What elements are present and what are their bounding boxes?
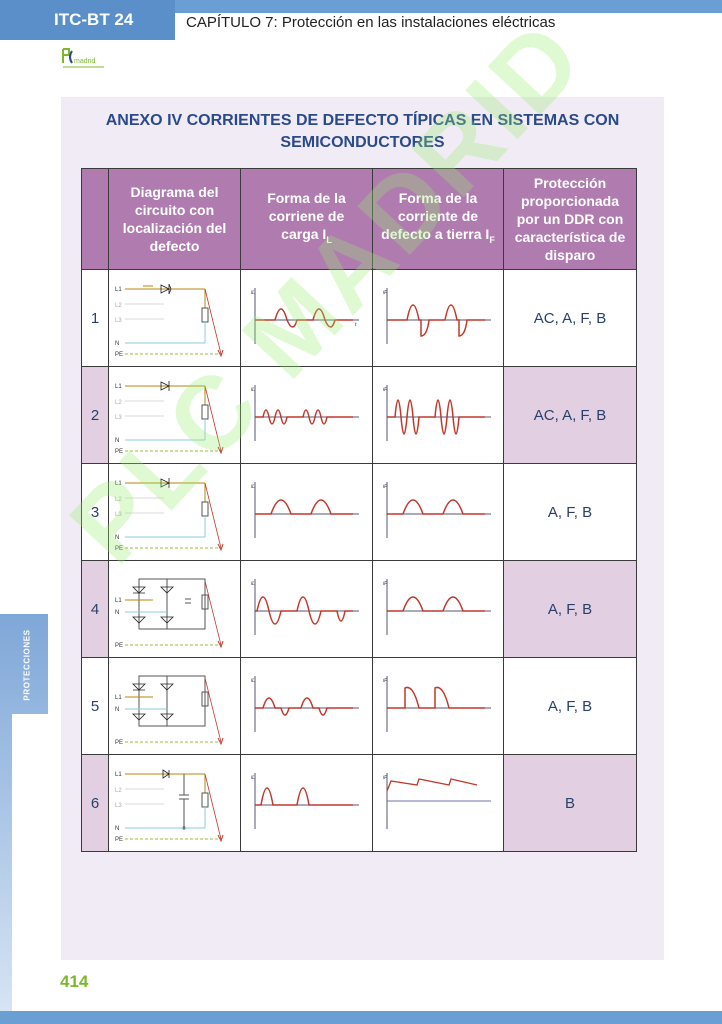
svg-text:L1: L1 (115, 384, 122, 390)
load-current-waveform: iL (240, 754, 373, 852)
load-current-waveform: iL (240, 366, 373, 464)
load-current-waveform: iL (240, 560, 373, 658)
header-number (81, 168, 109, 270)
circuit-diagram: L1 L2 L3 N PE (108, 754, 241, 852)
svg-text:iF: iF (383, 775, 388, 781)
fault-current-waveform: iF (372, 560, 504, 658)
standard-code: ITC-BT 24 (0, 0, 175, 40)
svg-text:L3: L3 (115, 318, 122, 324)
plc-madrid-logo: madrid (62, 48, 104, 68)
svg-text:L1: L1 (115, 772, 122, 778)
svg-text:L2: L2 (115, 788, 122, 794)
footer-band (0, 1011, 722, 1024)
svg-text:L2: L2 (115, 400, 122, 406)
row-number: 5 (81, 657, 109, 755)
svg-text:L2: L2 (115, 497, 122, 503)
circuit-diagram: L1 L2 L3 N PE (108, 269, 241, 367)
svg-text:t: t (355, 322, 357, 328)
load-current-waveform: iL t (240, 269, 373, 367)
row-number: 6 (81, 754, 109, 852)
fault-current-waveform: iF (372, 366, 504, 464)
svg-text:L1: L1 (115, 287, 122, 293)
diode-icon (162, 769, 170, 779)
svg-text:iL: iL (251, 775, 255, 781)
svg-text:PE: PE (115, 837, 123, 843)
svg-text:L1: L1 (115, 481, 122, 487)
annex-title: ANEXO IV CORRIENTES DE DEFECTO TÍPICAS E… (105, 112, 620, 151)
chapter-title: CAPÍTULO 7: Protección en las instalacio… (186, 14, 556, 31)
circuit-diagram: L1 L2 L3 N PE (108, 463, 241, 561)
diode-icon (132, 586, 146, 594)
sidebar-stripe (12, 714, 48, 1024)
svg-text:L3: L3 (115, 803, 122, 809)
table-row: 6 L1 L2 L3 N PE (81, 754, 637, 852)
table-row: 1 L1 L2 L3 N PE (81, 269, 637, 367)
thyristor-icon (160, 284, 170, 294)
svg-text:PE: PE (115, 643, 123, 649)
table-row: 4 L1 N PE (81, 560, 637, 658)
table-row: 2 L1 L2 L3 N PE (81, 366, 637, 464)
row-number: 1 (81, 269, 109, 367)
svg-text:N: N (115, 826, 119, 832)
svg-text:iL: iL (251, 581, 255, 587)
svg-text:iF: iF (383, 678, 388, 684)
logo-text: madrid (74, 58, 96, 65)
header-fault: Forma de la corriente de defecto a tierr… (372, 168, 504, 270)
circuit-diagram: L1 L2 L3 N PE (108, 366, 241, 464)
header-diagram: Diagrama del circuito con localización d… (108, 168, 241, 270)
fault-current-waveform: iF (372, 463, 504, 561)
svg-text:iF: iF (383, 387, 388, 393)
load-current-waveform: iL (240, 657, 373, 755)
svg-text:PE: PE (115, 740, 123, 746)
protection-types: A, F, B (503, 657, 637, 755)
row-number: 4 (81, 560, 109, 658)
fault-current-waveform: iF (372, 754, 504, 852)
circuit-diagram: L1 N PE (108, 560, 241, 658)
svg-text:L3: L3 (115, 415, 122, 421)
svg-text:iL: iL (251, 387, 255, 393)
protection-types: AC, A, F, B (503, 269, 637, 367)
svg-text:N: N (115, 438, 119, 444)
svg-text:iL: iL (251, 290, 255, 296)
sidebar-label: PROTECCIONES (22, 629, 32, 701)
svg-text:PE: PE (115, 449, 123, 455)
svg-text:L2: L2 (115, 303, 122, 309)
table-row: 5 L1 N PE (81, 657, 637, 755)
svg-text:iF: iF (383, 581, 388, 587)
header-protection: Protección proporcionada por un DDR con … (503, 168, 637, 270)
protection-types: A, F, B (503, 463, 637, 561)
circuit-diagram: L1 N PE (108, 657, 241, 755)
row-number: 3 (81, 463, 109, 561)
svg-text:iL: iL (251, 484, 255, 490)
svg-text:L1: L1 (115, 598, 122, 604)
fault-current-table: Diagrama del circuito con localización d… (81, 168, 637, 852)
svg-text:PE: PE (115, 546, 123, 552)
fault-current-waveform: iF (372, 269, 504, 367)
svg-text:L1: L1 (115, 695, 122, 701)
protection-types: A, F, B (503, 560, 637, 658)
thyristor-icon (132, 683, 146, 691)
row-number: 2 (81, 366, 109, 464)
svg-text:N: N (115, 707, 119, 713)
fault-current-waveform: iF (372, 657, 504, 755)
protection-types: B (503, 754, 637, 852)
svg-text:PE: PE (115, 352, 123, 358)
protection-types: AC, A, F, B (503, 366, 637, 464)
svg-text:N: N (115, 535, 119, 541)
header-load: Forma de la corriene de carga IL (240, 168, 373, 270)
thyristor-icon (160, 381, 170, 391)
thyristor-icon (160, 478, 170, 488)
svg-text:N: N (115, 341, 119, 347)
load-current-waveform: iL (240, 463, 373, 561)
svg-text:L3: L3 (115, 512, 122, 518)
svg-text:iF: iF (383, 290, 388, 296)
page-number: 414 (60, 972, 89, 991)
svg-text:iF: iF (383, 484, 388, 490)
svg-text:iL: iL (251, 678, 255, 684)
table-row: 3 L1 L2 L3 N PE (81, 463, 637, 561)
svg-text:N: N (115, 610, 119, 616)
top-band (0, 0, 722, 13)
